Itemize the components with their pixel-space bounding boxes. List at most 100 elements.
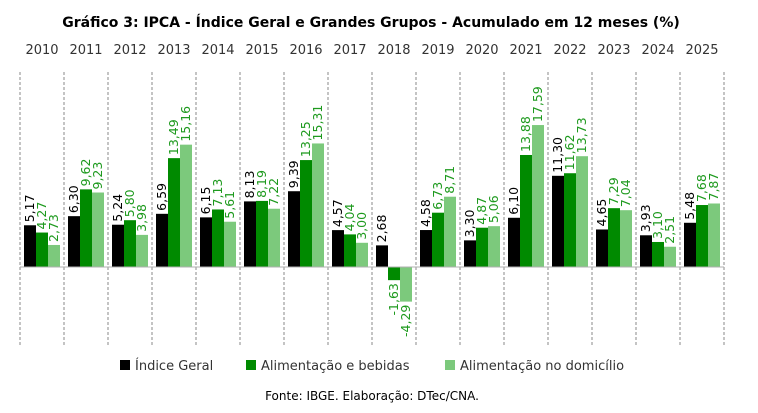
data-label: 3,98	[134, 204, 149, 232]
data-label: 17,59	[530, 86, 545, 122]
bar-índice-geral	[68, 216, 80, 267]
bar-alimentação-no-domicílio	[48, 244, 60, 267]
legend-label: Alimentação e bebidas	[261, 359, 410, 374]
data-label: 9,62	[78, 159, 93, 187]
bar-alimentação-e-bebidas	[432, 212, 444, 267]
data-label: 11,30	[550, 137, 565, 173]
bar-alimentação-no-domicílio	[224, 221, 236, 267]
x-tick-label: 2011	[69, 43, 102, 58]
x-tick-label: 2021	[509, 43, 542, 58]
data-label: 5,61	[222, 191, 237, 219]
data-label: 4,87	[474, 197, 489, 225]
data-label: 5,48	[682, 192, 697, 220]
data-label: 13,25	[298, 121, 313, 157]
data-label: 4,27	[34, 202, 49, 230]
x-tick-label: 2020	[465, 43, 498, 58]
data-label: 4,65	[594, 199, 609, 227]
data-label: 8,71	[442, 166, 457, 194]
data-label: 2,51	[662, 216, 677, 244]
bar-alimentação-e-bebidas	[256, 200, 268, 267]
legend-item: Índice Geral	[120, 358, 213, 374]
x-tick-label: 2016	[289, 43, 322, 58]
bar-alimentação-e-bebidas	[344, 234, 356, 267]
legend-swatch	[445, 360, 455, 370]
bar-índice-geral	[244, 201, 256, 267]
data-label: -1,63	[386, 283, 401, 315]
legend-item: Alimentação no domicílio	[445, 359, 624, 374]
x-tick-label: 2013	[157, 43, 190, 58]
bar-alimentação-no-domicílio	[444, 196, 456, 267]
data-label: 3,10	[650, 211, 665, 239]
data-label: 3,00	[354, 212, 369, 240]
data-label: 7,29	[606, 177, 621, 205]
bar-alimentação-no-domicílio	[488, 226, 500, 267]
bar-alimentação-e-bebidas	[300, 160, 312, 267]
bar-alimentação-no-domicílio	[268, 208, 280, 267]
bar-alimentação-e-bebidas	[652, 241, 664, 267]
data-label: 6,73	[430, 182, 445, 210]
data-label: 11,62	[562, 134, 577, 170]
bar-alimentação-no-domicílio	[312, 143, 324, 267]
bar-índice-geral	[200, 217, 212, 267]
bar-índice-geral	[288, 191, 300, 267]
x-tick-label: 2017	[333, 43, 366, 58]
legend-item: Alimentação e bebidas	[246, 359, 410, 374]
legend-swatch	[246, 360, 256, 370]
x-tick-label: 2025	[685, 43, 718, 58]
data-label: 15,16	[178, 106, 193, 142]
x-tick-label: 2023	[597, 43, 630, 58]
bar-índice-geral	[508, 217, 520, 267]
source-note: Fonte: IBGE. Elaboração: DTec/CNA.	[265, 389, 479, 403]
data-label: 9,39	[286, 160, 301, 188]
bar-alimentação-e-bebidas	[168, 158, 180, 267]
data-label: 8,13	[242, 171, 257, 199]
data-label: 3,93	[638, 204, 653, 232]
bar-alimentação-e-bebidas	[520, 154, 532, 267]
bar-índice-geral	[464, 240, 476, 267]
x-tick-label: 2014	[201, 43, 234, 58]
data-label: 6,59	[154, 183, 169, 211]
data-label: 13,88	[518, 116, 533, 152]
bar-alimentação-e-bebidas	[564, 173, 576, 267]
x-tick-label: 2012	[113, 43, 146, 58]
bar-índice-geral	[420, 230, 432, 267]
data-label: -4,29	[398, 305, 413, 337]
x-tick-label: 2019	[421, 43, 454, 58]
data-label: 15,31	[310, 105, 325, 141]
x-tick-label: 2018	[377, 43, 410, 58]
chart-title: Gráfico 3: IPCA - Índice Geral e Grandes…	[62, 14, 680, 31]
data-label: 8,19	[254, 170, 269, 198]
data-label: 7,13	[210, 179, 225, 207]
data-label: 9,23	[90, 162, 105, 190]
legend-label: Alimentação no domicílio	[460, 359, 624, 374]
bar-alimentação-no-domicílio	[664, 246, 676, 267]
data-label: 4,04	[342, 204, 357, 232]
data-label: 2,73	[46, 214, 61, 242]
bar-alimentação-no-domicílio	[356, 242, 368, 267]
bar-índice-geral	[640, 235, 652, 267]
bar-alimentação-no-domicílio	[708, 203, 720, 267]
data-label: 5,80	[122, 189, 137, 217]
bar-índice-geral	[156, 213, 168, 267]
bar-índice-geral	[376, 245, 388, 267]
bar-alimentação-no-domicílio	[136, 234, 148, 267]
data-label: 3,30	[462, 209, 477, 237]
data-label: 13,49	[166, 119, 181, 155]
data-label: 6,15	[198, 187, 213, 215]
x-tick-label: 2010	[25, 43, 58, 58]
bar-alimentação-e-bebidas	[212, 209, 224, 267]
data-label: 2,68	[374, 214, 389, 242]
bar-alimentação-no-domicílio	[532, 125, 544, 267]
bar-alimentação-e-bebidas	[696, 205, 708, 267]
data-label: 13,73	[574, 117, 589, 153]
bar-índice-geral	[684, 222, 696, 267]
bar-alimentação-no-domicílio	[180, 144, 192, 267]
data-label: 4,57	[330, 199, 345, 227]
bar-alimentação-no-domicílio	[576, 156, 588, 267]
data-label: 7,68	[694, 174, 709, 202]
legend-swatch	[120, 360, 130, 370]
legend-label: Índice Geral	[135, 358, 213, 374]
data-label: 6,10	[506, 187, 521, 215]
bar-alimentação-e-bebidas	[80, 189, 92, 267]
